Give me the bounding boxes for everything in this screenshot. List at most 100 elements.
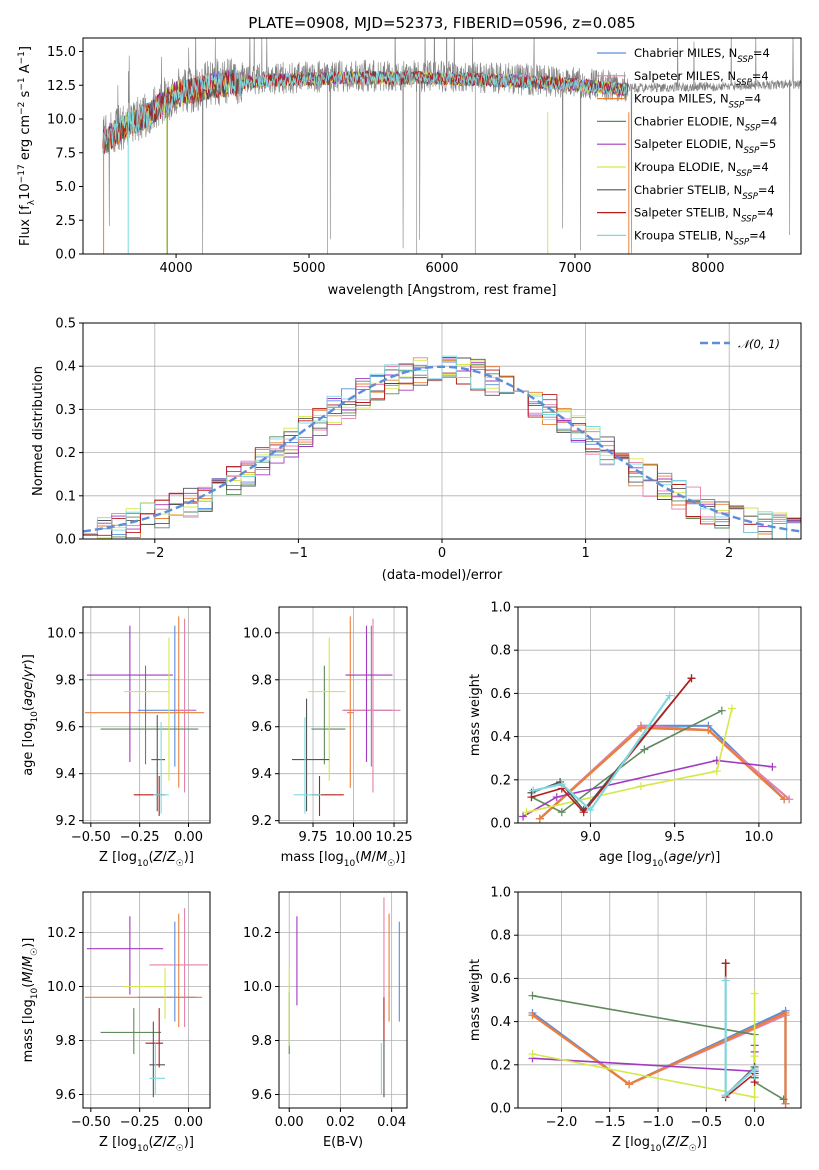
- age-weight-marker-k_elodie: [636, 782, 645, 791]
- z-weight-line-s_elodie: [532, 1045, 756, 1073]
- z-weight-ytick-label: 0.8: [490, 929, 511, 944]
- age-weight-marker-k_miles: [704, 726, 713, 735]
- residuals-ytick-label: 0.4: [55, 360, 76, 375]
- mass-age-ytick-label: 9.8: [251, 673, 272, 688]
- z-mass-point-c_stelib: [149, 1021, 166, 1098]
- z-age-point-c_miles: [137, 625, 197, 767]
- age-weight-marker-k_miles: [636, 723, 645, 732]
- residuals-legend: 𝒩(0, 1): [700, 337, 780, 351]
- age-weight-line-s_stelib: [531, 677, 693, 814]
- legend-label-c_miles: Chabrier MILES, NSSP=4: [634, 46, 770, 65]
- z-weight-marker-k_elodie: [528, 1050, 537, 1058]
- z-mass-ytick-label: 9.8: [55, 1034, 76, 1049]
- z-weight-marker-s_stelib: [721, 959, 730, 968]
- mass-age-frame: 9.75 10.00 10.25 9.2 9.4 9.6 9.8 10.0: [243, 606, 413, 845]
- mass-age-ytick-label: 9.2: [251, 814, 272, 829]
- z-age-point-s_stelib: [133, 776, 166, 816]
- spectrum-model-k_stelib: [102, 69, 629, 154]
- z-age-point-s_miles: [174, 618, 195, 793]
- mass-age-point-k_stelib: [293, 717, 322, 814]
- age-weight-frame: 9.0 9.5 10.0 0.0 0.2 0.4 0.6 0.8 1.0: [490, 601, 802, 845]
- z-weight-xtick-label: −1.0: [642, 1115, 674, 1130]
- z-weight-line-k_elodie: [532, 993, 756, 1099]
- z-age-ytick-label: 9.6: [55, 720, 76, 735]
- spectrum-title: PLATE=0908, MJD=52373, FIBERID=0596, z=0…: [248, 14, 635, 32]
- z-mass-point-c_elodie: [100, 1008, 162, 1054]
- z-age-xtick-label: −0.25: [120, 830, 160, 845]
- legend-label-s_miles: Salpeter MILES, NSSP=4: [634, 69, 769, 88]
- spectrum-ytick-label: 15.0: [47, 45, 76, 60]
- mass-age-point-c_elodie: [311, 665, 346, 765]
- ebv-mass-axes: [279, 892, 407, 1108]
- z-weight-xtick-label: −2.0: [546, 1115, 578, 1130]
- z-mass-axes: [83, 892, 210, 1108]
- z-mass-ytick-label: 9.6: [55, 1088, 76, 1103]
- age-weight-ytick-label: 0.2: [490, 773, 511, 788]
- z-weight-marker-c_elodie: [528, 991, 537, 1000]
- ebv-mass-ytick-label: 9.8: [251, 1034, 272, 1049]
- z-weight-marker-k_miles: [781, 1099, 790, 1108]
- age-weight-plot-area: [519, 674, 794, 823]
- z-mass-xlabel: Z [log10(Z/Z☉)]: [99, 1135, 194, 1154]
- age-weight-marker-k_miles: [535, 814, 544, 823]
- mass-age-border: [278, 606, 408, 824]
- z-weight-line-c_miles: [531, 1009, 787, 1104]
- z-weight-xlabel: Z [log10(Z/Z☉)]: [612, 1135, 707, 1154]
- age-weight-ylabel: mass weight: [468, 674, 483, 756]
- z-weight-frame: −2.0 −1.5 −1.0 −0.5 0.0 0.0 0.2 0.4 0.6 0.8 1.0: [490, 886, 802, 1130]
- z-age-point-k_stelib: [153, 722, 169, 814]
- z-weight-xtick-label: 0.0: [744, 1115, 765, 1130]
- residuals-plot-area: [83, 355, 801, 539]
- z-mass-point-k_miles: [84, 913, 203, 1027]
- age-weight-line-s_elodie: [522, 759, 773, 818]
- age-weight-marker-s_stelib: [527, 793, 536, 802]
- spectrum-model-s_stelib: [102, 69, 629, 153]
- z-age-xlabel: Z [log10(Z/Z☉)]: [99, 850, 194, 869]
- residuals-normal-curve: [83, 365, 801, 533]
- mass-age-point-s_stelib: [311, 776, 344, 816]
- residuals-frame: −2 −1 0 1 2 0.0 0.1 0.2 0.3 0.4 0.5: [55, 317, 802, 561]
- age-weight-border: [517, 606, 802, 824]
- mass-age-point-k_elodie: [308, 637, 346, 781]
- mass-age-axes: [279, 607, 407, 823]
- mass-age-point-s_miles: [342, 618, 401, 793]
- spectrum-xlabel: wavelength [Angstrom, rest frame]: [328, 283, 557, 298]
- age-weight-marker-c_elodie: [717, 706, 726, 715]
- z-mass-frame: −0.50 −0.25 0.00 9.6 9.8 10.0 10.2: [47, 891, 211, 1130]
- z-mass-point-s_stelib: [145, 1008, 164, 1068]
- mass-age-point-s_elodie: [345, 625, 393, 762]
- z-mass-ylabel: mass [log10(M/M☉)]: [21, 938, 40, 1063]
- residuals-ytick-label: 0.1: [55, 489, 76, 504]
- z-mass-xtick-label: −0.25: [120, 1115, 160, 1130]
- z-weight-marker-k_stelib: [750, 1071, 759, 1080]
- age-weight-marker-s_elodie: [768, 762, 777, 771]
- z-age-ytick-label: 9.8: [55, 673, 76, 688]
- spectrum-ytick-label: 7.5: [55, 146, 76, 161]
- age-weight-marker-k_stelib: [557, 780, 566, 789]
- age-weight-axes: [518, 606, 801, 824]
- age-weight-xtick-label: 9.5: [664, 830, 685, 845]
- legend-label-s_stelib: Salpeter STELIB, NSSP=4: [634, 206, 774, 225]
- ebv-mass-ytick-label: 9.6: [251, 1088, 272, 1103]
- z-age-border: [82, 606, 211, 824]
- residuals-hist-k_stelib: [83, 355, 801, 539]
- z-mass-border: [82, 891, 211, 1109]
- spectrum-data-line: [102, 38, 801, 254]
- z-weight-marker-k_elodie: [750, 1052, 759, 1061]
- z-age-point-c_elodie: [100, 665, 199, 765]
- z-age-ytick-label: 9.2: [55, 814, 76, 829]
- legend-label-c_stelib: Chabrier STELIB, NSSP=4: [634, 183, 775, 202]
- spectrum-ytick-label: 2.5: [55, 214, 76, 229]
- age-weight-xtick-label: 10.0: [744, 830, 773, 845]
- spectrum-xtick-label: 8000: [691, 261, 724, 276]
- z-age-frame: −0.50 −0.25 0.00 9.2 9.4 9.6 9.8 10.0: [47, 606, 211, 845]
- age-weight-ytick-label: 0.0: [490, 817, 511, 832]
- age-weight-marker-k_stelib: [529, 786, 538, 795]
- legend-label-s_elodie: Salpeter ELODIE, NSSP=5: [634, 137, 776, 156]
- z-weight-ylabel: mass weight: [468, 959, 483, 1041]
- age-weight-marker-s_elodie: [552, 793, 561, 802]
- age-weight-xlabel: age [log10(age/yr)]: [599, 850, 721, 869]
- z-mass-point-k_elodie: [124, 967, 166, 1019]
- mass-age-ytick-label: 10.0: [243, 626, 272, 641]
